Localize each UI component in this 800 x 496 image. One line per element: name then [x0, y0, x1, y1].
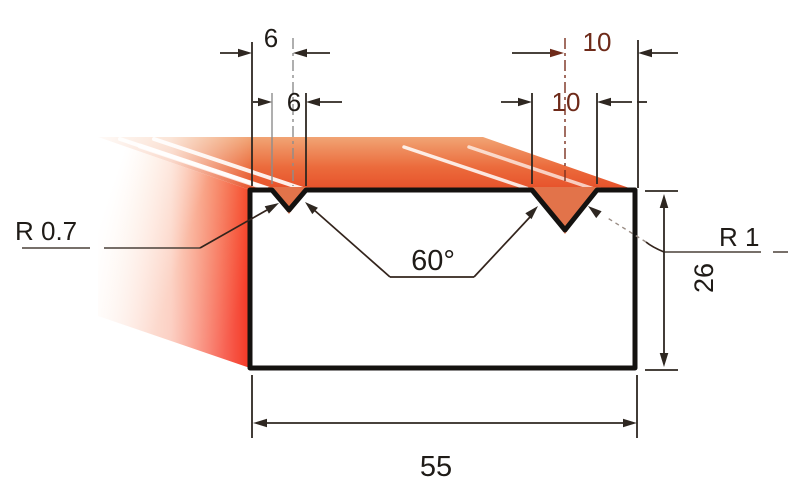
dim-arrow	[253, 418, 267, 428]
die-3d-body	[90, 126, 638, 382]
dim-arrow	[638, 48, 652, 58]
die-front-face	[247, 187, 638, 371]
dim-arrow	[597, 97, 611, 107]
angle-label: 60°	[411, 245, 455, 277]
leader-line	[605, 216, 647, 243]
radius-label-right: R 1	[719, 222, 759, 252]
dim-arrow	[659, 194, 669, 208]
dim-arrow	[258, 97, 272, 107]
extension-lines	[251, 38, 639, 188]
leader-line	[199, 209, 268, 249]
right-groove-interior	[528, 187, 601, 234]
dim-arrow	[238, 48, 252, 58]
dim-label-left-offset: 6	[264, 23, 278, 53]
dim-label-right-groove-width: 10	[552, 87, 581, 117]
height-label: 26	[689, 263, 719, 293]
dim-arrow	[659, 353, 669, 367]
leader-line	[312, 208, 391, 278]
leader-arrow	[264, 203, 279, 214]
leader-groove-angle: 60°	[305, 202, 538, 278]
groove-highlight-streak	[402, 145, 534, 192]
dim-arrow	[306, 97, 320, 107]
dimension-left-offset: 6	[220, 23, 330, 58]
leader-line	[473, 216, 531, 278]
leader-right-radius: R 1	[588, 206, 788, 253]
dimension-die-height: 26	[645, 190, 719, 371]
groove-highlight-streak	[467, 145, 599, 192]
dim-label-left-groove-width: 6	[287, 87, 301, 117]
dimension-right-offset: 10	[512, 27, 678, 58]
dim-arrow	[623, 418, 637, 428]
dim-arrow	[518, 97, 532, 107]
depth-fade-overlay	[90, 126, 252, 382]
width-label: 55	[420, 451, 452, 483]
dimension-die-width: 55	[251, 375, 638, 483]
leader-left-radius: R 0.7	[15, 203, 279, 249]
left-groove-interior	[268, 187, 310, 214]
dim-label-right-offset: 10	[583, 27, 612, 57]
dimension-left-groove-width: 6	[253, 87, 342, 117]
dim-arrow	[293, 48, 307, 58]
dimension-right-groove-width: 10	[501, 87, 647, 117]
radius-label-left: R 0.7	[15, 216, 77, 246]
leader-line	[645, 241, 665, 253]
dim-arrow	[550, 48, 564, 58]
leader-arrow	[525, 206, 538, 220]
leader-arrow	[588, 206, 602, 219]
